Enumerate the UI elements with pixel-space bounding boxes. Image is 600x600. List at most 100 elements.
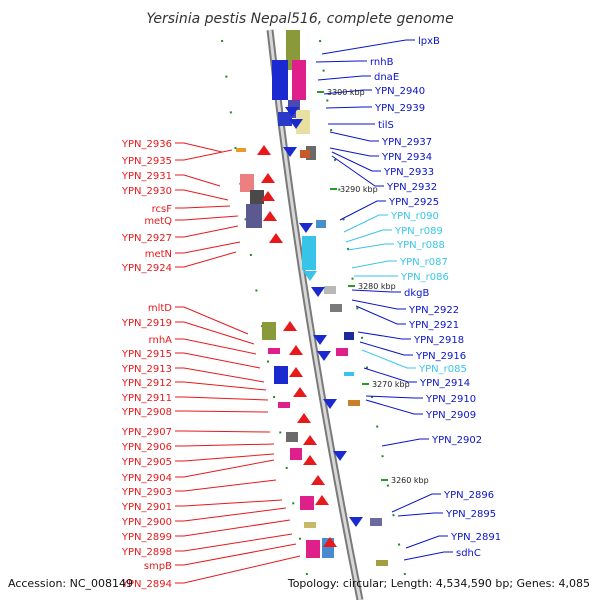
gene-label-YPN_r085: YPN_r085 bbox=[418, 364, 467, 375]
gene-label-YPN_2940: YPN_2940 bbox=[374, 86, 425, 97]
gene-feature bbox=[300, 496, 314, 510]
scale-label: 3270 kbp bbox=[372, 380, 410, 389]
forward-gene-arrow bbox=[283, 321, 297, 331]
right-gene-labels: lpxB rnhB dnaE YPN_2940 YPN_2939 tilS YPN_2937… bbox=[370, 36, 501, 559]
gene-label-metN: metN bbox=[145, 249, 172, 260]
feature-track bbox=[236, 30, 388, 566]
gene-connector-sdhC bbox=[403, 551, 453, 561]
reverse-gene-arrow bbox=[333, 451, 347, 461]
gene-label-YPN_2912: YPN_2912 bbox=[121, 378, 172, 389]
gene-connector-YPN_r088 bbox=[347, 243, 394, 251]
forward-gene-arrow bbox=[293, 387, 307, 397]
reverse-gene-arrow bbox=[311, 287, 325, 297]
scale-labels: 3300 kbp 3290 kbp 3280 kbp 3270 kbp 3260 kbp bbox=[317, 88, 429, 485]
gene-label-YPN_2908: YPN_2908 bbox=[121, 407, 172, 418]
gene-label-YPN_2906: YPN_2906 bbox=[121, 442, 172, 453]
gene-connector-YPN_2932 bbox=[331, 155, 384, 187]
gene-label-YPN_2939: YPN_2939 bbox=[374, 103, 425, 114]
gene-feature bbox=[262, 322, 276, 340]
gene-connector-rnhB bbox=[315, 60, 367, 63]
gene-label-YPN_2899: YPN_2899 bbox=[121, 532, 172, 543]
gene-connector-metN bbox=[175, 241, 241, 254]
gene-label-YPN_2902: YPN_2902 bbox=[431, 435, 482, 446]
gene-feature bbox=[274, 366, 288, 384]
gene-connector-YPN_2904 bbox=[175, 459, 275, 478]
forward-gene-arrow bbox=[303, 435, 317, 445]
gene-feature bbox=[344, 372, 354, 376]
gene-label-YPN_2904: YPN_2904 bbox=[121, 473, 172, 484]
gene-feature bbox=[330, 304, 342, 312]
gene-feature bbox=[336, 348, 348, 356]
gene-label-dkgB: dkgB bbox=[404, 288, 429, 299]
gene-label-metQ: metQ bbox=[144, 216, 172, 227]
gene-connector-YPN_2918 bbox=[357, 331, 411, 340]
scale-label: 3290 kbp bbox=[340, 185, 378, 194]
gene-label-YPN_2910: YPN_2910 bbox=[425, 394, 476, 405]
gene-connector-YPN_2940 bbox=[323, 89, 372, 95]
gene-label-YPN_2925: YPN_2925 bbox=[388, 197, 439, 208]
gene-feature bbox=[344, 332, 354, 340]
gene-connector-YPN_2913 bbox=[175, 367, 265, 383]
gene-connector-YPN_2907 bbox=[175, 430, 271, 433]
reverse-gene-arrow bbox=[299, 223, 313, 233]
gene-connector-YPN_2912 bbox=[175, 381, 267, 391]
gene-connector-YPN_2924 bbox=[175, 251, 237, 268]
gene-connector-YPN_r087 bbox=[351, 260, 397, 269]
reverse-gene-arrow bbox=[323, 399, 337, 409]
gene-label-YPN_2898: YPN_2898 bbox=[121, 547, 172, 558]
gene-feature bbox=[246, 204, 262, 228]
gene-connector-YPN_2936 bbox=[175, 142, 223, 153]
gene-connector-YPN_2896 bbox=[391, 493, 441, 513]
forward-gene-arrow bbox=[311, 475, 325, 485]
reverse-gene-arrow bbox=[285, 107, 299, 117]
gene-connector-YPN_2895 bbox=[397, 512, 443, 517]
gene-label-YPN_2936: YPN_2936 bbox=[121, 139, 172, 150]
gene-label-rnhB: rnhB bbox=[370, 57, 394, 68]
gene-feature bbox=[376, 560, 388, 566]
gene-feature bbox=[278, 112, 292, 126]
forward-gene-arrow bbox=[261, 173, 275, 183]
reverse-gene-arrow bbox=[349, 517, 363, 527]
gene-label-YPN_2894: YPN_2894 bbox=[121, 579, 172, 590]
gene-label-YPN_r090: YPN_r090 bbox=[390, 211, 439, 222]
forward-gene-arrow bbox=[257, 145, 271, 155]
gene-connector-YPN_2898 bbox=[175, 533, 293, 552]
gene-connector-YPN_2934 bbox=[329, 147, 379, 157]
gene-feature bbox=[300, 150, 310, 158]
genome-summary-text: Topology: circular; Length: 4,534,590 bp… bbox=[287, 577, 590, 590]
gene-label-YPN_2916: YPN_2916 bbox=[415, 351, 466, 362]
gene-connector-YPN_2937 bbox=[329, 131, 379, 142]
gene-connector-YPN_2903 bbox=[175, 479, 277, 492]
gene-feature bbox=[324, 286, 336, 294]
gene-feature bbox=[302, 236, 316, 270]
forward-gene-arrow bbox=[303, 455, 317, 465]
gene-feature bbox=[278, 402, 290, 408]
gene-feature bbox=[296, 110, 310, 134]
gene-label-rcsF: rcsF bbox=[152, 204, 173, 215]
forward-gene-arrow bbox=[261, 191, 275, 201]
gene-label-YPN_2921: YPN_2921 bbox=[408, 320, 459, 331]
reverse-gene-arrow bbox=[283, 147, 297, 157]
gene-connector-YPN_2930 bbox=[175, 189, 229, 201]
gene-connector-rcsF bbox=[175, 205, 231, 209]
gene-label-sdhC: sdhC bbox=[456, 548, 481, 559]
gene-feature bbox=[250, 190, 264, 204]
gene-connector-YPN_2927 bbox=[175, 225, 239, 238]
gene-label-YPN_2909: YPN_2909 bbox=[425, 410, 476, 421]
gene-label-YPN_2933: YPN_2933 bbox=[383, 167, 434, 178]
gene-connector-YPN_2939 bbox=[325, 106, 372, 109]
gene-label-YPN_2911: YPN_2911 bbox=[121, 393, 172, 404]
forward-gene-arrow bbox=[289, 367, 303, 377]
gene-feature bbox=[304, 522, 316, 528]
gene-connector-YPN_2914 bbox=[363, 367, 417, 383]
gene-connector-YPN_2891 bbox=[405, 535, 448, 549]
gene-connector-YPN_2911 bbox=[175, 396, 269, 401]
gene-connector-YPN_2909 bbox=[365, 399, 423, 415]
gene-label-YPN_2918: YPN_2918 bbox=[413, 335, 464, 346]
gene-connector-YPN_2901 bbox=[175, 499, 283, 507]
reverse-gene-arrow bbox=[303, 271, 317, 281]
gene-connector-YPN_2925 bbox=[339, 200, 386, 221]
left-gene-labels: YPN_2936 YPN_2935 YPN_2931 YPN_2930 rcsFmetQ… bbox=[121, 139, 172, 590]
gene-label-mltD: mltD bbox=[148, 303, 172, 314]
